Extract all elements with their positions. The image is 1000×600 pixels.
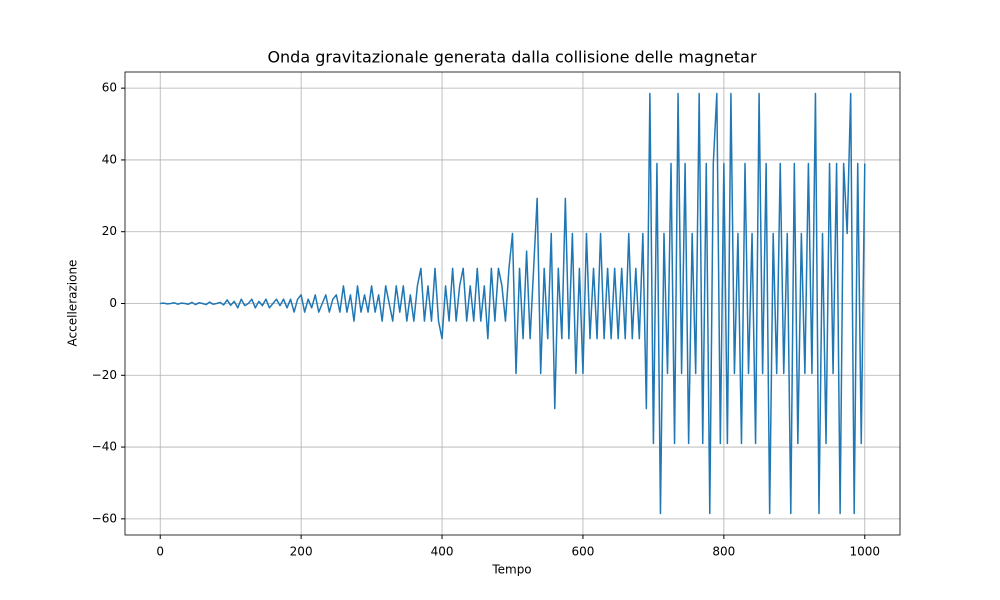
x-tick-label: 1000 [849,545,880,559]
x-tick-label: 600 [572,545,595,559]
x-tick-label: 800 [712,545,735,559]
y-tick-label: −20 [92,368,117,382]
y-tick-label: −60 [92,511,117,525]
y-tick-label: 0 [109,296,117,310]
y-tick-label: 40 [102,152,117,166]
x-axis-label: Tempo [491,563,531,577]
data-line [160,92,866,515]
y-tick-label: −40 [92,440,117,454]
plot-frame [124,71,901,536]
y-tick-label: 60 [102,81,117,95]
x-tick-label: 0 [156,545,164,559]
chart-title: Onda gravitazionale generata dalla colli… [267,48,757,67]
x-tick-label: 400 [431,545,454,559]
y-tick-label: 20 [102,224,117,238]
y-axis-label: Accellerazione [66,260,80,347]
x-tick-label: 200 [290,545,313,559]
